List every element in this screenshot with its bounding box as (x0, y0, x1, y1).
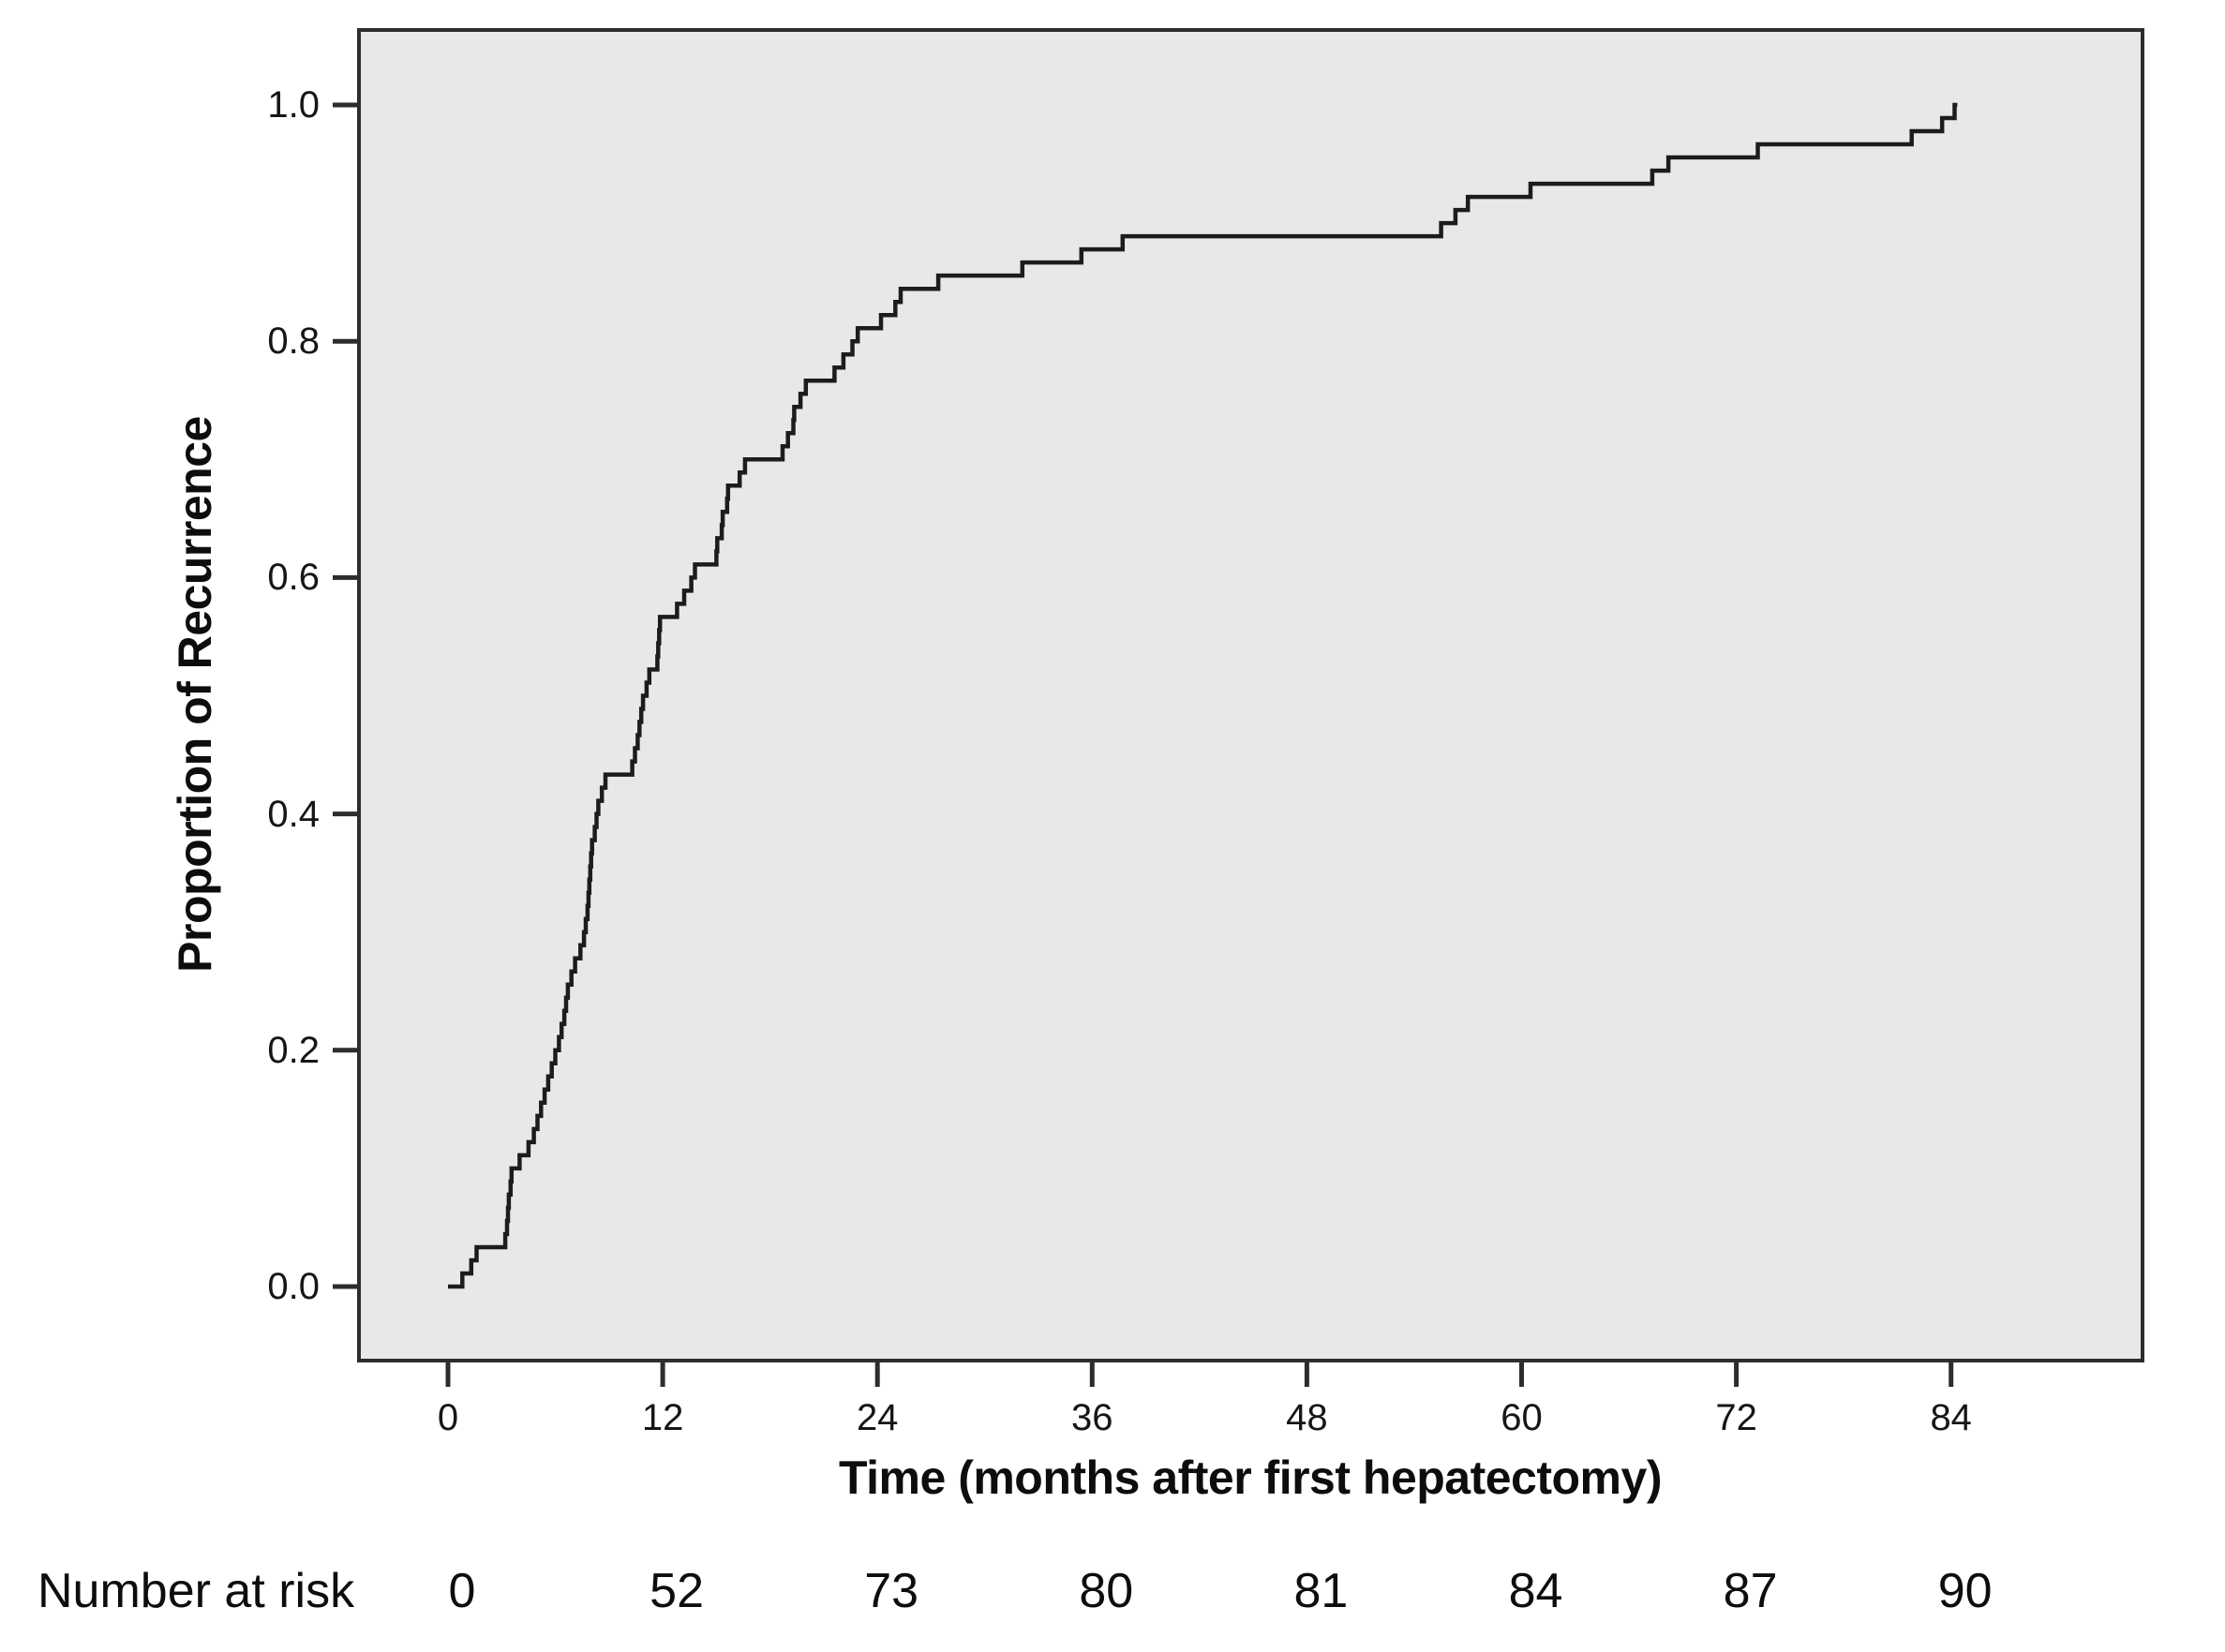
at-risk-value-24: 73 (864, 1564, 919, 1618)
at-risk-value-60: 84 (1508, 1564, 1563, 1618)
x-tick-label-36: 36 (1071, 1397, 1113, 1438)
x-tick-label-84: 84 (1930, 1397, 1972, 1438)
y-tick-label-0.0: 0.0 (267, 1266, 320, 1307)
number-at-risk-label: Number at risk (37, 1564, 355, 1618)
km-curve (448, 102, 1958, 1289)
y-tick-label-0.8: 0.8 (267, 320, 320, 363)
at-risk-value-12: 52 (650, 1564, 705, 1618)
x-tick-label-12: 12 (641, 1397, 684, 1438)
at-risk-value-72: 87 (1723, 1564, 1778, 1618)
x-tick-label-48: 48 (1286, 1397, 1328, 1438)
at-risk-value-84: 90 (1937, 1564, 1993, 1618)
x-tick-label-24: 24 (856, 1397, 899, 1438)
x-axis-title: Time (months after first hepatectomy) (839, 1451, 1662, 1504)
at-risk-value-36: 80 (1079, 1564, 1134, 1618)
plot-frame (357, 28, 2144, 1362)
y-tick-label-0.6: 0.6 (267, 557, 320, 599)
y-tick-label-1.0: 1.0 (267, 84, 320, 126)
x-tick-label-60: 60 (1501, 1397, 1543, 1438)
y-tick-label-0.2: 0.2 (267, 1029, 320, 1071)
x-tick-label-72: 72 (1715, 1397, 1757, 1438)
y-axis-title: Proportion of Recurrence (169, 416, 221, 973)
plot-background (359, 30, 2143, 1361)
x-tick-label-0: 0 (437, 1397, 459, 1438)
at-risk-value-0: 0 (448, 1564, 476, 1618)
y-tick-label-0.4: 0.4 (267, 793, 320, 835)
at-risk-value-48: 81 (1293, 1564, 1349, 1618)
